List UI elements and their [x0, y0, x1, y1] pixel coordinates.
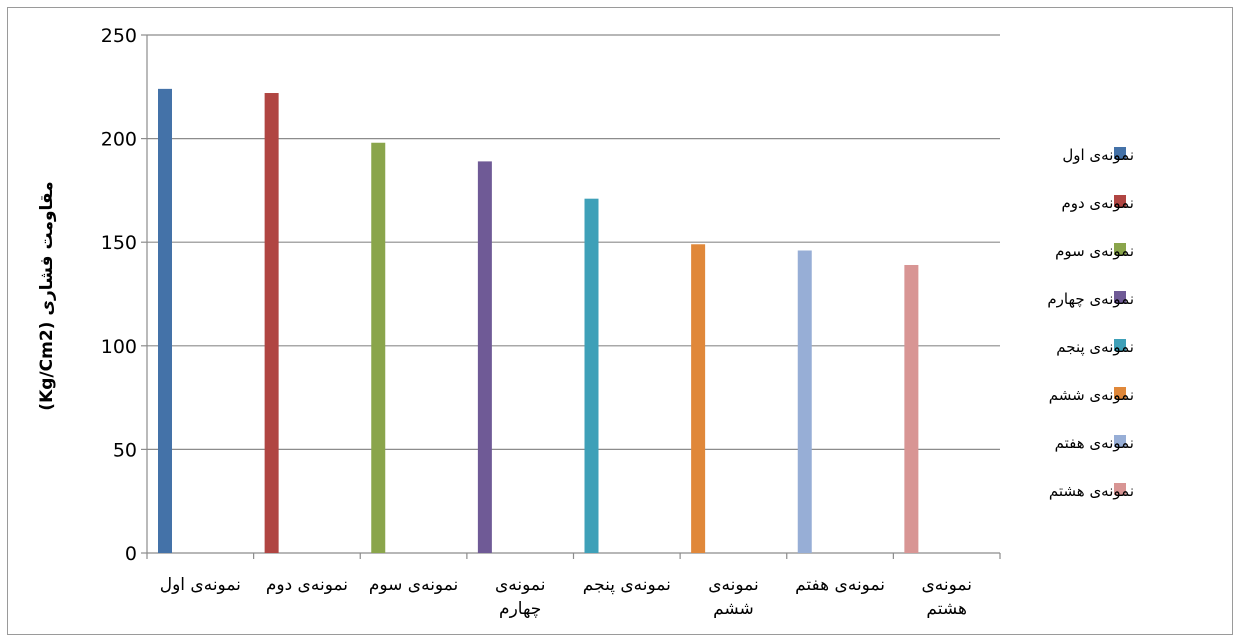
legend-label: نمونه‌ی ششم	[1049, 386, 1134, 404]
legend-label: نمونه‌ی هشتم	[1049, 482, 1134, 500]
x-category-label: نمونه‌ی دوم	[266, 575, 348, 595]
bar	[477, 161, 492, 553]
y-tick-label: 250	[101, 25, 137, 47]
bar	[584, 198, 599, 554]
y-axis-ticks: 0 50 100 150 200 250	[101, 25, 137, 565]
bar	[904, 264, 919, 553]
bar	[691, 244, 706, 553]
bar	[371, 142, 386, 553]
bars	[158, 88, 919, 554]
legend-label: نمونه‌ی دوم	[1061, 194, 1134, 212]
y-tick-label: 100	[101, 336, 137, 358]
y-axis-label: مقاومت فشاری (Kg/Cm2)	[37, 181, 57, 410]
y-tick-label: 150	[101, 232, 137, 254]
legend-swatch	[1114, 483, 1126, 495]
bar	[797, 250, 812, 553]
legend-label: نمونه‌ی چهارم	[1047, 290, 1134, 308]
y-tick-label: 0	[125, 543, 137, 565]
legend-swatch	[1114, 387, 1126, 399]
y-tick-label: 200	[101, 129, 137, 151]
x-category-label: هشتم	[926, 599, 967, 619]
bar	[158, 88, 172, 553]
legend-label: نمونه‌ی اول	[1062, 146, 1134, 164]
x-category-label: نمونه‌ی	[708, 575, 759, 595]
x-category-label: نمونه‌ی هفتم	[795, 575, 885, 595]
x-category-label: نمونه‌ی	[495, 575, 546, 595]
x-category-label: نمونه‌ی سوم	[369, 575, 458, 595]
legend-label: نمونه‌ی سوم	[1055, 242, 1134, 260]
x-category-label: نمونه‌ی	[921, 575, 972, 595]
x-category-label: ششم	[713, 599, 754, 619]
legend-swatch	[1114, 147, 1126, 159]
bar	[264, 93, 279, 554]
x-category-label: نمونه‌ی اول	[160, 575, 241, 595]
legend-swatch	[1114, 291, 1126, 303]
gridlines	[141, 34, 1001, 559]
legend-label: نمونه‌ی هفتم	[1055, 434, 1134, 452]
legend-swatch	[1114, 435, 1126, 447]
legend-swatch	[1114, 243, 1126, 255]
x-category-label: نمونه‌ی پنجم	[583, 575, 671, 595]
x-axis-categories: نمونه‌ی اول نمونه‌ی دوم نمونه‌ی سوم نمونه‌ی…	[160, 575, 972, 619]
x-category-label: چهارم	[499, 599, 541, 619]
legend-label: نمونه‌ی پنجم	[1056, 338, 1134, 357]
y-tick-label: 50	[113, 439, 137, 461]
legend: نمونه‌ی اول نمونه‌ی دوم نمونه‌ی سوم نمونه‌ی…	[1047, 146, 1134, 500]
chart-frame	[7, 7, 1233, 635]
legend-swatch	[1114, 195, 1126, 207]
legend-swatch	[1114, 339, 1126, 351]
